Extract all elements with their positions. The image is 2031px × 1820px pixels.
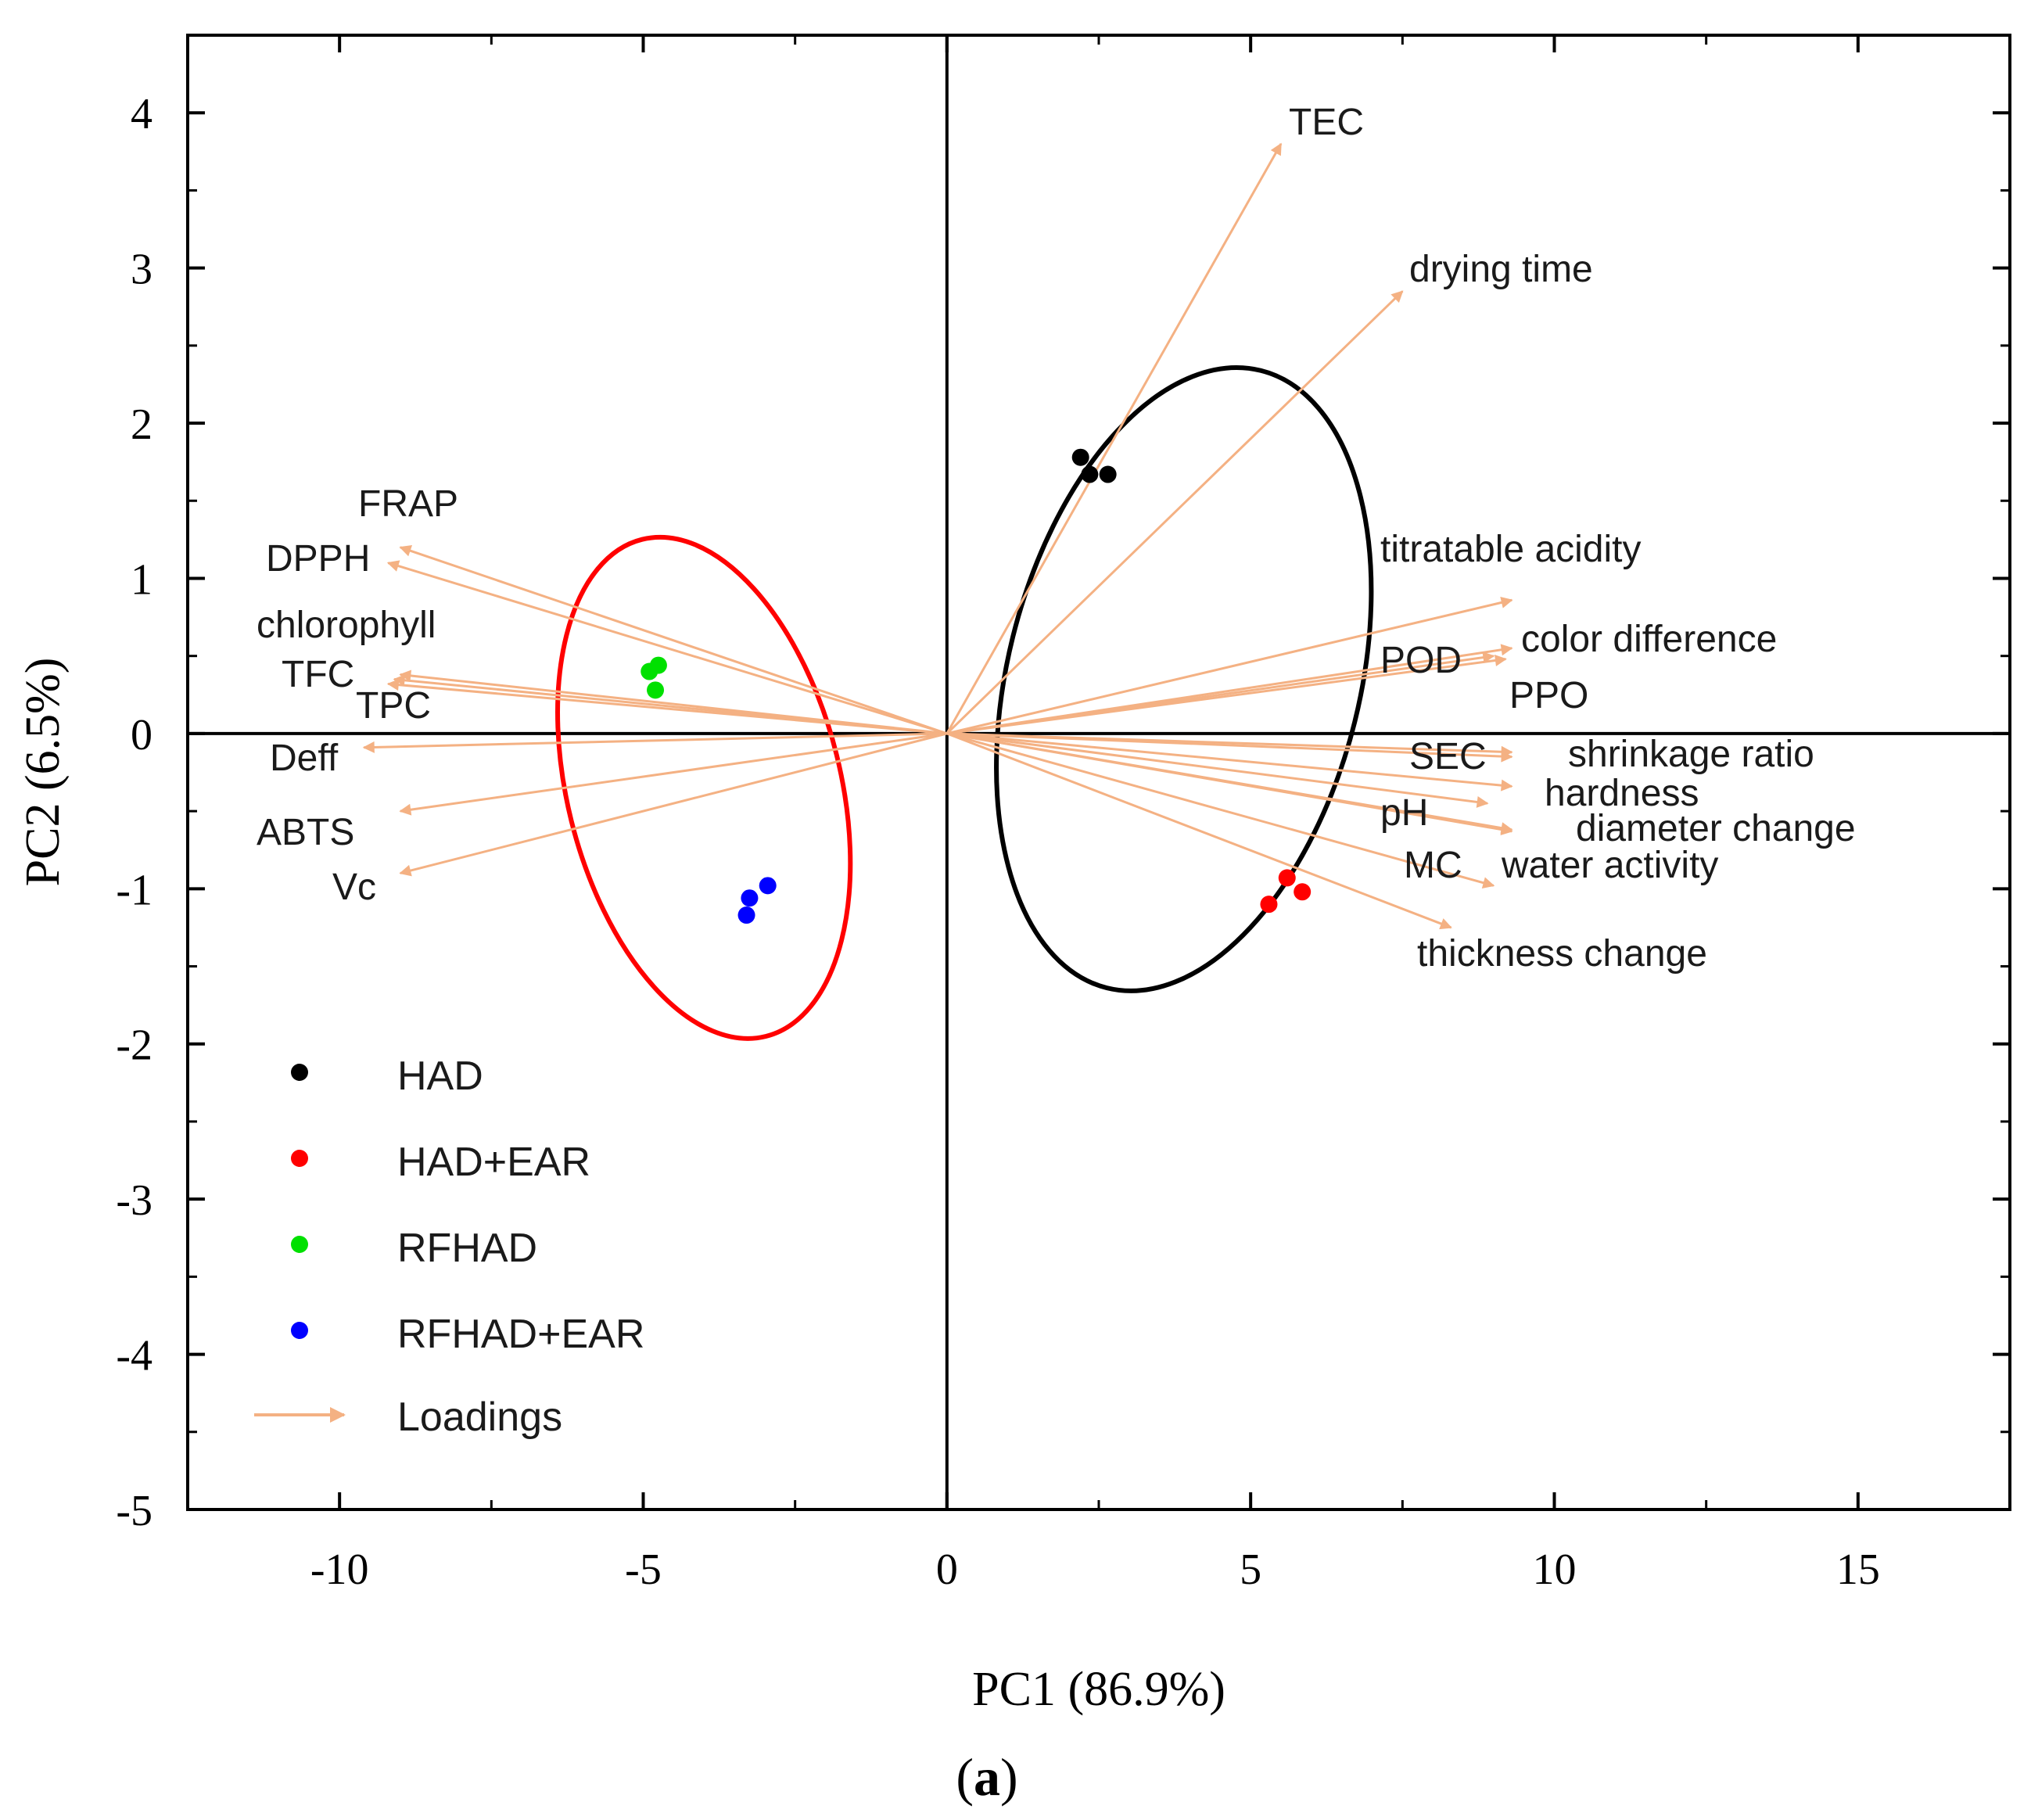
- legend-marker-rfhad: [291, 1236, 308, 1253]
- y-tick-label: 1: [131, 555, 153, 604]
- loading-arrow-titratable-acidity: [946, 597, 1513, 735]
- point-rfhad-ear: [737, 906, 755, 924]
- loading-arrow-abts: [399, 732, 948, 816]
- figure-label-open: (: [956, 1747, 974, 1807]
- loading-label-diameter-change: diameter change: [1576, 808, 1856, 849]
- loading-labels: TEC drying time titratable acidity color di…: [257, 102, 1856, 975]
- point-had: [1081, 465, 1099, 483]
- y-tick-label: 4: [131, 90, 153, 138]
- point-rfhad: [649, 656, 667, 674]
- loading-label-sec: SEC: [1409, 736, 1487, 777]
- x-tick-label: 10: [1533, 1545, 1577, 1594]
- loading-label-tpc: TPC: [356, 685, 431, 727]
- legend-label-had-ear: HAD+EAR: [397, 1140, 590, 1185]
- legend-label-rfhad-ear: RFHAD+EAR: [397, 1312, 644, 1357]
- legend-marker-had-ear: [291, 1150, 308, 1167]
- loading-label-ppo: PPO: [1509, 675, 1588, 716]
- loading-label-tfc: TFC: [282, 654, 354, 695]
- loading-label-shrinkage-ratio: shrinkage ratio: [1568, 734, 1814, 775]
- loading-label-mc: MC: [1404, 845, 1462, 886]
- loading-label-thickness-change: thickness change: [1417, 933, 1707, 975]
- x-tick-label: 0: [936, 1545, 958, 1594]
- loading-arrow-dpph: [386, 560, 948, 735]
- loading-label-titratable-acidity: titratable acidity: [1380, 529, 1642, 570]
- y-axis-label: PC2 (6.5%): [16, 658, 70, 887]
- point-had-ear: [1294, 883, 1312, 901]
- x-tick-label: 15: [1836, 1545, 1880, 1594]
- loading-label-chlorophyll: chlorophyll: [257, 605, 436, 646]
- point-had-ear: [1260, 896, 1278, 914]
- loading-arrows: [362, 142, 1513, 930]
- loading-arrow-hardness: [946, 732, 1513, 792]
- loading-arrow-ph: [946, 732, 1489, 808]
- loading-arrow-shrinkage-ratio: [946, 732, 1513, 763]
- loading-arrow-deff: [362, 732, 947, 753]
- x-tick-label: 5: [1240, 1545, 1261, 1594]
- confidence-ellipse-rfhad: [555, 534, 853, 1041]
- loading-arrow-tpc: [386, 679, 947, 735]
- loading-arrow-ppo: [946, 655, 1507, 735]
- loading-label-color-difference: color difference: [1521, 619, 1777, 660]
- figure-label: (a): [956, 1747, 1017, 1807]
- x-tick-label: -5: [625, 1545, 662, 1594]
- confidence-ellipses: [555, 365, 1374, 1041]
- y-tick-label: 2: [131, 400, 153, 449]
- point-rfhad: [647, 681, 665, 699]
- zero-lines: [188, 35, 2010, 1509]
- loading-label-ph: pH: [1380, 792, 1428, 834]
- loading-label-abts: ABTS: [257, 812, 354, 853]
- loading-label-dpph: DPPH: [266, 538, 370, 580]
- y-tick-label: -4: [116, 1332, 153, 1380]
- loading-label-deff: Deff: [270, 738, 339, 779]
- figure-label-close: ): [1000, 1747, 1018, 1807]
- y-tick-label: 0: [131, 711, 153, 759]
- figure-label-letter: a: [974, 1747, 1000, 1807]
- loading-arrow-water-activity: [946, 732, 1495, 888]
- legend-label-rfhad: RFHAD: [397, 1226, 537, 1271]
- point-had-ear: [1278, 869, 1296, 887]
- point-rfhad-ear: [759, 877, 777, 895]
- y-tick-label: -5: [116, 1487, 153, 1535]
- loading-label-tec: TEC: [1289, 102, 1364, 143]
- loading-arrow-tec: [946, 142, 1283, 734]
- loading-label-water-activity: water activity: [1501, 845, 1718, 886]
- legend-label-loadings: Loadings: [397, 1395, 562, 1440]
- loading-label-frap: FRAP: [358, 483, 458, 525]
- confidence-ellipse-had: [994, 365, 1374, 993]
- legend-marker-rfhad-ear: [291, 1322, 308, 1339]
- point-had: [1099, 465, 1117, 483]
- loading-arrow-drying-time: [946, 290, 1404, 734]
- loading-arrow-mc: [946, 732, 1513, 835]
- point-had: [1071, 448, 1089, 466]
- y-tick-label: -3: [116, 1176, 153, 1225]
- legend-label-had: HAD: [397, 1054, 483, 1099]
- loading-label-vc: Vc: [332, 867, 376, 908]
- y-tick-label: 3: [131, 246, 153, 294]
- point-rfhad-ear: [741, 889, 759, 907]
- loading-arrow-thickness-change: [946, 732, 1452, 930]
- x-axis-label: PC1 (86.9%): [972, 1663, 1225, 1716]
- y-tick-label: -1: [116, 866, 153, 914]
- loading-arrow-vc: [399, 732, 948, 877]
- loading-label-pod: POD: [1380, 640, 1462, 681]
- x-tick-label: -10: [310, 1545, 369, 1594]
- y-tick-label: -2: [116, 1021, 153, 1070]
- loading-label-hardness: hardness: [1545, 773, 1699, 814]
- legend-marker-had: [291, 1064, 308, 1081]
- loading-arrow-frap: [399, 545, 948, 735]
- score-points: [641, 448, 1312, 924]
- legend: HAD HAD+EAR RFHAD RFHAD+EAR Loadings: [254, 1054, 644, 1440]
- loading-label-drying-time: drying time: [1409, 249, 1593, 290]
